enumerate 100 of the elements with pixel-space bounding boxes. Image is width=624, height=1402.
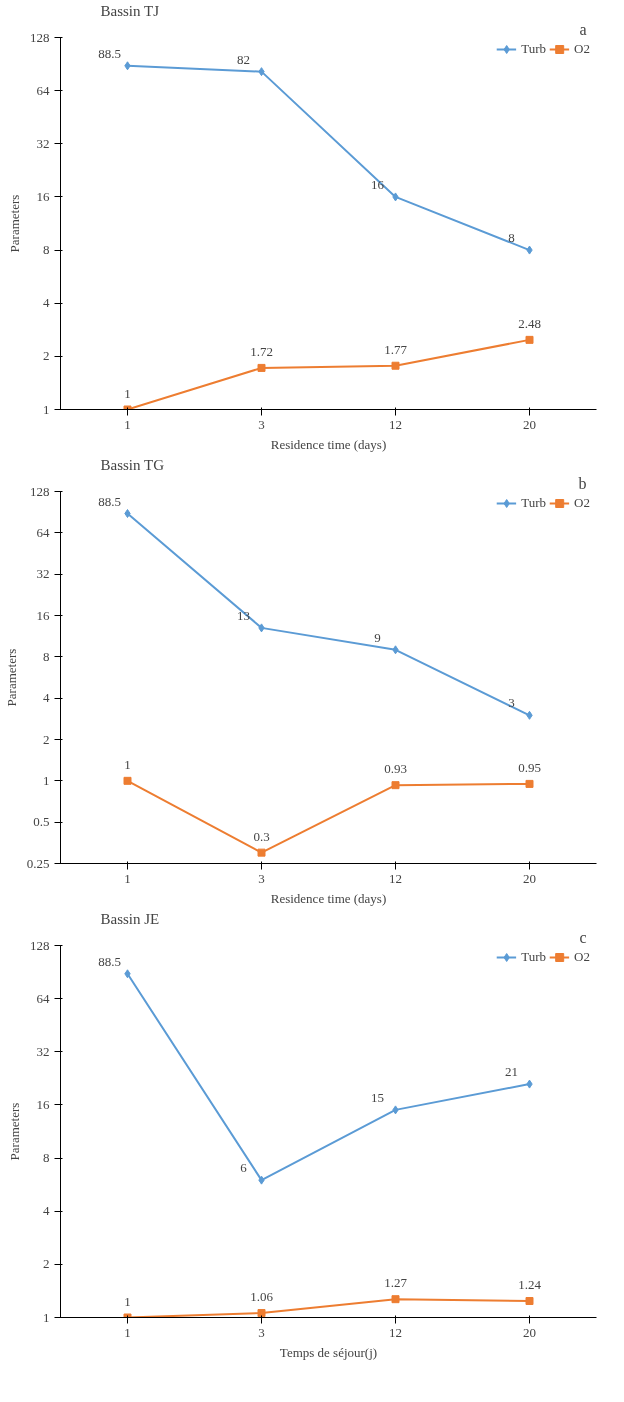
- chart-title: Bassin JE: [100, 910, 160, 927]
- y-tick-label: 2: [43, 1256, 50, 1272]
- legend-label: O2: [574, 949, 591, 965]
- data-label: 0.3: [253, 828, 270, 844]
- x-tick-label: 3: [258, 870, 265, 886]
- y-tick-label: 128: [30, 483, 50, 499]
- x-tick-label: 20: [523, 416, 536, 432]
- point: [391, 361, 400, 370]
- point: [525, 335, 534, 344]
- data-label: 1.24: [518, 1277, 542, 1293]
- y-tick-label: 32: [36, 566, 50, 582]
- y-tick-label: 8: [43, 242, 50, 258]
- y-tick-label: 8: [43, 1150, 50, 1166]
- point: [526, 245, 533, 255]
- y-tick-label: 4: [43, 690, 50, 706]
- y-tick-label: 128: [30, 29, 50, 45]
- y-tick-label: 16: [36, 1096, 50, 1112]
- x-tick-label: 3: [258, 1324, 265, 1340]
- y-tick-label: 16: [36, 188, 50, 204]
- point: [123, 776, 132, 785]
- y-axis-title: Parameters: [3, 648, 19, 707]
- data-label: 1.27: [384, 1275, 408, 1291]
- point: [258, 1175, 265, 1185]
- y-tick-label: 16: [36, 607, 50, 623]
- y-tick-label: 0.5: [33, 814, 50, 830]
- point: [392, 192, 399, 202]
- legend-label: Turb: [521, 949, 546, 965]
- legend-label: O2: [574, 495, 591, 511]
- y-tick-label: 4: [43, 1203, 50, 1219]
- x-tick-label: 20: [523, 1324, 536, 1340]
- x-tick-label: 12: [389, 870, 402, 886]
- y-tick-label: 128: [30, 937, 50, 953]
- legend-label: Turb: [521, 495, 546, 511]
- point: [392, 645, 399, 655]
- x-tick-label: 12: [389, 1324, 402, 1340]
- data-label: 1: [124, 385, 131, 401]
- chart-title: Bassin TG: [100, 456, 165, 473]
- x-tick-label: 1: [124, 1324, 131, 1340]
- x-tick-label: 3: [258, 416, 265, 432]
- point: [124, 969, 131, 979]
- point: [124, 61, 131, 71]
- point: [258, 67, 265, 77]
- point: [525, 779, 534, 788]
- data-label: 88.5: [98, 953, 121, 969]
- data-label: 1.77: [384, 341, 408, 357]
- data-label: 0.95: [518, 759, 541, 775]
- annotation: b: [578, 474, 587, 492]
- x-tick-label: 12: [389, 416, 402, 432]
- point: [526, 1079, 533, 1089]
- x-axis-title: Residence time (days): [270, 436, 387, 452]
- x-axis-title: Residence time (days): [270, 890, 387, 906]
- annotation: a: [579, 20, 587, 38]
- chart-title: Bassin TJ: [100, 2, 160, 19]
- annotation: c: [579, 928, 587, 946]
- point: [391, 781, 400, 790]
- y-tick-label: 32: [36, 1043, 50, 1059]
- point: [391, 1295, 400, 1304]
- point: [257, 1309, 266, 1318]
- data-label: 1: [124, 756, 131, 772]
- data-label: 1.06: [250, 1289, 274, 1305]
- data-label: 1: [124, 1293, 131, 1309]
- x-tick-label: 1: [124, 870, 131, 886]
- point: [525, 1297, 534, 1306]
- point: [392, 1105, 399, 1115]
- y-tick-label: 1: [43, 401, 50, 417]
- y-tick-label: 1: [43, 1309, 50, 1325]
- data-label: 1.72: [250, 343, 273, 359]
- data-label: 0.93: [384, 761, 407, 777]
- point: [257, 848, 266, 857]
- y-tick-label: 0.25: [26, 855, 50, 871]
- data-label: 15: [371, 1089, 384, 1105]
- data-label: 21: [505, 1064, 518, 1080]
- data-label: 8: [508, 230, 515, 246]
- x-axis-title: Temps de séjour(j): [279, 1344, 378, 1360]
- y-axis-title: Parameters: [7, 194, 22, 253]
- data-label: 2.48: [518, 315, 541, 331]
- data-label: 88.5: [98, 493, 121, 509]
- y-tick-label: 2: [43, 731, 50, 747]
- y-tick-label: 2: [43, 348, 50, 364]
- data-label: 6: [240, 1160, 248, 1176]
- data-label: 16: [371, 176, 385, 192]
- y-tick-label: 64: [36, 524, 50, 540]
- data-label: 9: [374, 629, 381, 645]
- x-tick-label: 20: [523, 870, 536, 886]
- point: [258, 623, 265, 633]
- x-tick-label: 1: [124, 416, 131, 432]
- y-tick-label: 1: [43, 772, 50, 788]
- y-tick-label: 64: [36, 990, 50, 1006]
- data-label: 82: [237, 51, 250, 67]
- point: [257, 363, 266, 372]
- y-tick-label: 32: [36, 135, 50, 151]
- y-axis-title: Parameters: [7, 1102, 22, 1161]
- y-tick-label: 64: [36, 82, 50, 98]
- point: [526, 710, 533, 720]
- legend-label: Turb: [521, 41, 546, 57]
- data-label: 88.5: [98, 45, 121, 61]
- y-tick-label: 8: [43, 648, 50, 664]
- y-tick-label: 4: [43, 295, 50, 311]
- legend-label: O2: [574, 41, 591, 57]
- point: [124, 509, 131, 519]
